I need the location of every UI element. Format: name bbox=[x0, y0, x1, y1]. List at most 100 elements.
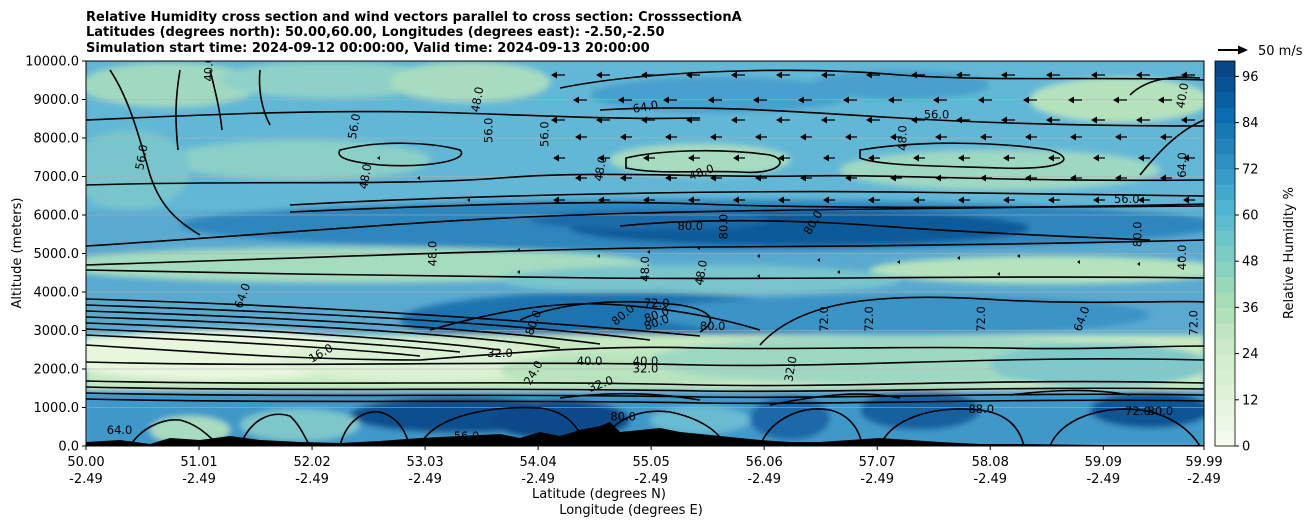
x-tick-label-lat: 55.05 bbox=[633, 455, 670, 470]
wind-arrow bbox=[755, 133, 767, 141]
wind-arrow bbox=[377, 156, 380, 160]
contour-label: 32.0 bbox=[487, 346, 513, 360]
wind-arrow bbox=[596, 116, 610, 124]
wind-arrow bbox=[817, 258, 820, 262]
wind-arrow bbox=[1160, 174, 1172, 182]
y-gridlines bbox=[86, 99, 1204, 408]
contour-label: 56.0 bbox=[132, 143, 150, 171]
colorbar-band bbox=[1215, 215, 1235, 231]
wind-arrow bbox=[890, 174, 902, 182]
wind-arrow bbox=[620, 133, 632, 141]
wind-arrow bbox=[1077, 260, 1080, 264]
wind-arrow bbox=[1048, 196, 1060, 204]
contour-label: 80.0 bbox=[700, 319, 726, 333]
contour-label: 48.0 bbox=[692, 259, 710, 287]
wind-arrow bbox=[575, 174, 587, 182]
wind-arrow bbox=[598, 154, 610, 162]
wind-arrow bbox=[1160, 133, 1172, 141]
contour-label: 48.0 bbox=[425, 241, 439, 267]
colorbar-band bbox=[1215, 276, 1235, 293]
colorbar-band bbox=[1215, 384, 1235, 401]
wind-arrow bbox=[598, 196, 610, 204]
wind-arrow bbox=[733, 196, 745, 204]
colorbar-band bbox=[1215, 292, 1235, 308]
colorbar-band bbox=[1215, 230, 1235, 247]
x-tick-label-lon: -2.49 bbox=[634, 472, 668, 487]
wind-arrow bbox=[1137, 262, 1140, 266]
wind-arrow bbox=[823, 154, 835, 162]
wind-arrow bbox=[755, 174, 767, 182]
y-tick-label: 9000.0 bbox=[34, 93, 80, 108]
contour-label: 40.0 bbox=[633, 354, 659, 368]
wind-arrow bbox=[710, 174, 722, 182]
colorbar-tick-label: 72 bbox=[1242, 162, 1259, 177]
y-tick-label: 0.0 bbox=[58, 440, 79, 455]
wind-arrow bbox=[958, 196, 970, 204]
y-tick-label: 10000.0 bbox=[25, 55, 79, 70]
contour-label: 40.0 bbox=[1175, 245, 1189, 271]
wind-arrow bbox=[798, 96, 812, 104]
contour-label: 72.0 bbox=[644, 296, 670, 310]
wind-arrow bbox=[800, 174, 812, 182]
contour-label: 32.0 bbox=[633, 362, 659, 376]
wind-arrow bbox=[575, 133, 587, 141]
wind-arrow bbox=[1115, 174, 1127, 182]
wind-arrow bbox=[1093, 154, 1105, 162]
x-tick-label-lat: 57.07 bbox=[859, 455, 896, 470]
x-tick-label-lat: 52.02 bbox=[293, 455, 330, 470]
colorbar-tick-label: 36 bbox=[1242, 301, 1259, 316]
wind-key: 50 m/s bbox=[1218, 44, 1303, 59]
wind-arrow bbox=[1158, 96, 1172, 104]
contour-label: 40.0 bbox=[202, 56, 216, 82]
contour-label: 80.0 bbox=[1148, 404, 1174, 418]
contour-label: 72.0 bbox=[1125, 404, 1151, 418]
x-tick-label-lat: 56.06 bbox=[746, 455, 783, 470]
title-line-3: Simulation start time: 2024-09-12 00:00:… bbox=[86, 41, 650, 56]
x-tick-label-lon: -2.49 bbox=[69, 472, 103, 487]
contour-label: 48.0 bbox=[638, 256, 652, 282]
wind-arrow bbox=[1003, 196, 1015, 204]
wind-arrow bbox=[573, 96, 587, 104]
x-tick-label-lon: -2.49 bbox=[521, 472, 555, 487]
wind-arrow bbox=[897, 260, 900, 264]
contour-label: 56.0 bbox=[924, 107, 950, 121]
y-tick-label: 3000.0 bbox=[34, 324, 80, 339]
wind-arrow bbox=[1136, 116, 1150, 124]
colorbar-tick-label: 60 bbox=[1242, 209, 1259, 224]
colorbar-band bbox=[1215, 199, 1235, 216]
wind-arrow bbox=[868, 154, 880, 162]
x-axis-label-lon: Longitude (degrees E) bbox=[559, 503, 703, 518]
colorbar-band bbox=[1215, 322, 1235, 339]
wind-vectors bbox=[377, 71, 1195, 278]
colorbar-band bbox=[1215, 61, 1235, 77]
wind-arrow bbox=[913, 196, 925, 204]
wind-arrow bbox=[823, 196, 835, 204]
wind-arrow bbox=[1183, 154, 1195, 162]
colorbar-band bbox=[1215, 122, 1235, 139]
wind-arrow bbox=[688, 196, 700, 204]
wind-arrow bbox=[757, 254, 760, 258]
colorbar-band bbox=[1215, 107, 1235, 124]
wind-arrow bbox=[845, 133, 857, 141]
wind-arrow bbox=[911, 71, 925, 79]
x-axis: 50.00 -2.49 51.01 -2.49 52.02 -2.49 53.03 -2.49… bbox=[67, 446, 1223, 487]
wind-arrow bbox=[1091, 71, 1105, 79]
y-tick-label: 4000.0 bbox=[34, 286, 80, 301]
colorbar-band bbox=[1215, 369, 1235, 385]
contour-lines bbox=[86, 69, 1204, 446]
colorbar-band bbox=[1215, 245, 1235, 262]
wind-arrow bbox=[1025, 133, 1037, 141]
colorbar-band bbox=[1215, 168, 1235, 185]
x-tick-label-lon: -2.49 bbox=[747, 472, 781, 487]
colorbar-frame bbox=[1214, 60, 1236, 447]
wind-arrow bbox=[757, 274, 760, 278]
colorbar-tick-label: 24 bbox=[1242, 347, 1259, 362]
contour-label: 56.0 bbox=[345, 113, 363, 141]
wind-arrow bbox=[1113, 96, 1127, 104]
y-axis: 0.0 1000.0 2000.0 3000.0 4000.0 5000.0 6000.0 7… bbox=[25, 55, 86, 455]
y-tick-label: 1000.0 bbox=[34, 401, 80, 416]
contour-label: 64.0 bbox=[1175, 152, 1189, 178]
wind-arrow bbox=[686, 71, 700, 79]
wind-arrow bbox=[641, 71, 655, 79]
x-axis-label-lat: Latitude (degrees N) bbox=[532, 487, 666, 502]
